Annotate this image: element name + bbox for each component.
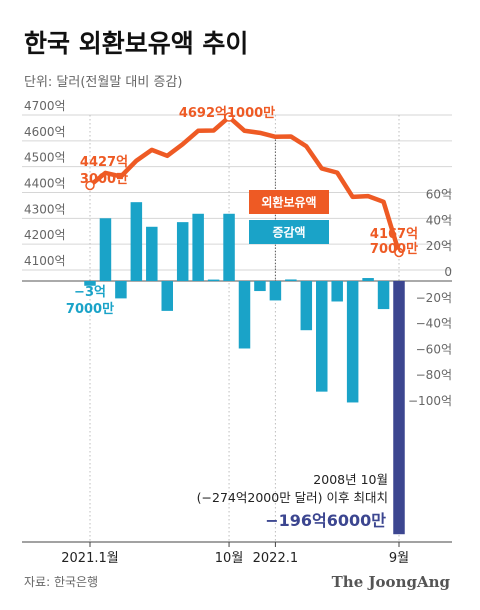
peak-value-label: 4692억1000만 xyxy=(179,105,275,121)
line-point-marker xyxy=(224,112,234,122)
y-left-tick-label: 4400억 xyxy=(24,177,66,191)
change-bar xyxy=(99,218,112,281)
line-point-marker xyxy=(85,180,95,191)
first-bar-label-2: 7000만 xyxy=(66,301,114,317)
legend-reserves-label: 외환보유액 xyxy=(261,195,316,210)
y-left-tick-label: 4200억 xyxy=(24,228,66,242)
x-tick-label: 2021.1월 xyxy=(61,551,118,566)
change-bar xyxy=(285,279,297,281)
change-bar xyxy=(84,281,96,286)
y-right-tick-label: −60억 xyxy=(416,342,452,356)
change-bar xyxy=(146,226,158,281)
chart-subtitle: 단위: 달러(전월말 대비 증감) xyxy=(24,75,182,90)
change-bar xyxy=(331,281,343,302)
end-value-label: 4167억 xyxy=(370,227,418,242)
source-label: 자료: 한국은행 xyxy=(24,574,98,589)
change-bar xyxy=(254,281,266,292)
record-note-line1: 2008년 10월 xyxy=(313,472,388,487)
x-tick-label: 9월 xyxy=(389,551,409,566)
change-bar xyxy=(161,281,173,311)
change-bar xyxy=(362,278,374,281)
line-point-marker xyxy=(394,247,404,258)
y-left-tick-label: 4100억 xyxy=(24,254,66,268)
brand-logo: The JoongAng xyxy=(332,573,451,591)
change-bar xyxy=(207,279,220,282)
end-value-label-2: 7000만 xyxy=(370,241,418,257)
change-bars xyxy=(84,202,405,535)
record-note-line2: (−274억2000만 달러) 이후 최대치 xyxy=(197,490,388,505)
start-value-label-2: 3000만 xyxy=(80,171,128,187)
change-bar xyxy=(238,281,251,349)
y-right-tick-label: 40억 xyxy=(426,213,452,227)
change-bar xyxy=(176,222,189,281)
y-right-tick-label: −100억 xyxy=(408,394,452,408)
y-left-tick-label: 4600억 xyxy=(24,125,66,139)
y-left-tick-label: 4500억 xyxy=(24,151,66,165)
first-bar-label: −3억 xyxy=(74,285,106,300)
x-tick-label: 2022.1 xyxy=(253,551,299,566)
axis-ticks: 4100억 4200억 4300억 4400억 4500억 4600억 4700억 60억 40… xyxy=(24,99,452,566)
change-bar xyxy=(269,281,282,301)
change-bar xyxy=(393,281,405,535)
y-right-tick-label: −40억 xyxy=(416,317,452,331)
y-right-tick-label: 60억 xyxy=(426,188,452,202)
start-value-label: 4427억 xyxy=(80,155,128,170)
change-bar xyxy=(115,281,127,299)
x-tick-label: 10월 xyxy=(215,551,244,566)
y-right-tick-label: 0 xyxy=(444,265,452,279)
change-bar xyxy=(346,281,359,403)
change-bar xyxy=(377,281,390,310)
change-bar xyxy=(223,213,235,281)
chart-title: 한국 외환보유액 추이 xyxy=(24,29,248,58)
legend: 외환보유액 증감액 xyxy=(249,190,329,244)
y-right-tick-label: −20억 xyxy=(416,291,452,305)
change-bar xyxy=(300,281,313,331)
y-right-tick-label: −80억 xyxy=(416,368,452,382)
legend-change-label: 증감액 xyxy=(272,225,305,240)
y-left-tick-label: 4300억 xyxy=(24,202,66,216)
reserves-line xyxy=(87,114,402,255)
change-bar xyxy=(130,202,143,281)
y-left-tick-label: 4700억 xyxy=(24,99,66,113)
gridlines xyxy=(22,114,452,543)
change-bar xyxy=(316,281,328,392)
change-bar xyxy=(192,213,204,281)
last-bar-label: −196억6000만 xyxy=(265,511,386,530)
reserve-line-group xyxy=(85,112,404,258)
legend-change-swatch xyxy=(249,220,329,244)
legend-reserves-swatch xyxy=(249,190,329,214)
y-right-tick-label: 20억 xyxy=(426,239,452,253)
